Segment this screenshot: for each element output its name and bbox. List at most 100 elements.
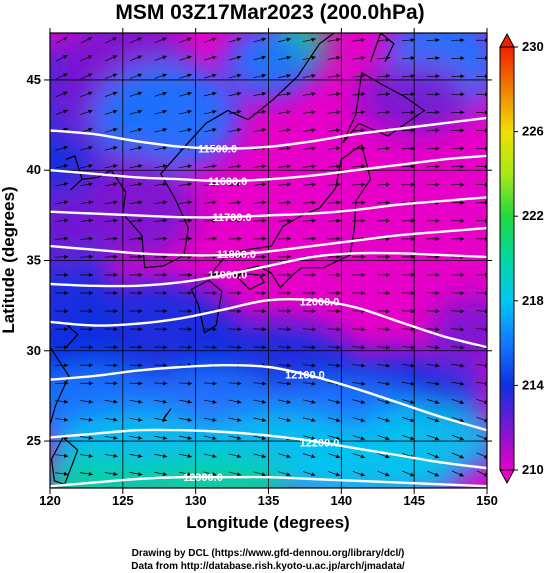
wind-vector-head	[187, 272, 192, 277]
wind-vector-head	[262, 309, 267, 314]
wind-vector-head	[410, 218, 415, 223]
contour-labels: 11500.0 11600.0 11700.0 11800.0 11900.0 12000…	[183, 143, 339, 484]
wind-vector-head	[386, 218, 391, 223]
wind-vector-head	[187, 345, 192, 350]
wind-vector-head	[287, 272, 292, 277]
wind-vector-head	[113, 127, 118, 132]
coastline	[342, 71, 426, 144]
x-tick-label: 150	[476, 493, 498, 508]
wind-vector-head	[435, 291, 440, 296]
wind-vector-head	[360, 418, 366, 423]
contour-line	[50, 226, 487, 257]
wind-vector-head	[262, 218, 267, 223]
colorbar-tick-label: 226	[522, 124, 544, 139]
wind-vector-head	[88, 218, 93, 223]
wind-vector-head	[410, 182, 415, 187]
wind-vector-head	[286, 363, 292, 368]
wind-vector-head	[460, 146, 465, 151]
wind-vector-head	[460, 272, 465, 277]
wind-vector-head	[237, 200, 242, 205]
wind-vector-head	[385, 110, 391, 115]
x-tick-label: 125	[112, 493, 134, 508]
wind-vector-head	[361, 128, 366, 133]
wind-vector-head	[63, 182, 69, 187]
colorbar-tick-label: 210	[522, 462, 544, 477]
wind-vector-head	[162, 91, 167, 96]
wind-vector-head	[261, 417, 267, 422]
wind-vector-head	[64, 254, 69, 259]
wind-vector-head	[113, 435, 118, 440]
colorbar-tick-label: 222	[522, 208, 544, 223]
wind-vector-head	[261, 128, 267, 133]
wind-vector-head	[88, 399, 93, 404]
wind-vector-head	[286, 55, 291, 60]
wind-vector-head	[386, 291, 391, 296]
wind-vector-head	[460, 164, 465, 169]
wind-vector-head	[113, 200, 118, 205]
wind-vector-head	[435, 272, 440, 277]
contour-line	[50, 251, 487, 288]
colorbar-tick-label: 214	[522, 377, 544, 392]
wind-vector-head	[63, 471, 69, 476]
wind-vector-head	[187, 55, 192, 60]
wind-vector-head	[459, 454, 464, 459]
wind-vector-head	[410, 272, 415, 277]
wind-vector-head	[311, 55, 316, 60]
wind-vector-head	[88, 127, 93, 132]
wind-vector-head	[138, 417, 143, 422]
wind-vector-head	[162, 453, 168, 458]
wind-vector-head	[311, 327, 316, 332]
wind-vector-head	[262, 345, 267, 350]
wind-vector-head	[311, 128, 316, 133]
wind-vector-head	[435, 56, 440, 61]
wind-vector-head	[460, 291, 465, 296]
wind-vector-head	[137, 55, 142, 60]
x-tick-label: 120	[39, 493, 61, 508]
wind-vector-head	[311, 454, 316, 459]
wind-vector-head	[87, 55, 93, 60]
wind-vector-head	[113, 272, 118, 277]
wind-vector-head	[434, 454, 440, 459]
wind-vector-head	[237, 218, 242, 223]
wind-vector-head	[187, 109, 192, 114]
contour-line	[50, 154, 487, 183]
wind-vector-head	[163, 309, 168, 314]
coastline	[64, 325, 79, 350]
wind-vector-head	[311, 399, 316, 404]
wind-vector-head	[311, 272, 316, 277]
wind-vector-head	[237, 290, 242, 296]
colorbar-tick-label: 218	[522, 293, 544, 308]
contour-line	[50, 116, 487, 150]
wind-vector-head	[64, 272, 69, 277]
wind-vector-head	[138, 218, 143, 223]
wind-vector-head	[163, 290, 168, 296]
wind-vector-head	[286, 218, 292, 223]
wind-vector-head	[410, 400, 415, 404]
wind-vector-head	[262, 381, 267, 386]
wind-vector-head	[361, 164, 366, 169]
wind-vector-head	[336, 345, 341, 350]
wind-vector-head	[63, 73, 68, 78]
wind-vector-head	[361, 327, 366, 332]
wind-vector-head	[237, 327, 242, 332]
credit-line-2: Data from http://database.rish.kyoto-u.a…	[131, 561, 405, 572]
wind-vector-head	[88, 254, 93, 259]
wind-vector-head	[385, 92, 391, 97]
wind-vector-head	[63, 109, 68, 114]
wind-vector-head	[137, 37, 142, 42]
wind-vector-head	[162, 146, 168, 151]
wind-vector-head	[386, 254, 391, 259]
colorbar: 210 214 218 222 226 230	[499, 32, 544, 485]
wind-vector-head	[138, 381, 143, 386]
wind-vector-head	[261, 73, 267, 78]
wind-vector-head	[385, 327, 391, 332]
y-axis-label: Latitude (degrees)	[0, 186, 18, 333]
colorbar-max-arrow	[499, 32, 515, 48]
wind-vector-head	[435, 345, 440, 350]
wind-vector-head	[112, 73, 118, 78]
wind-vector-head	[112, 55, 118, 60]
contour-label: 12100.0	[285, 370, 325, 382]
wind-vector-head	[187, 454, 192, 459]
wind-vector-head	[460, 218, 465, 223]
